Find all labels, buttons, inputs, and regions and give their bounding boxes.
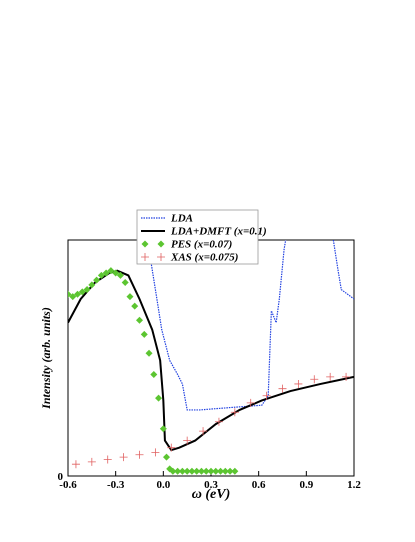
xas-point (103, 455, 112, 464)
pes-point (163, 453, 171, 461)
xas-point (342, 372, 351, 381)
y-axis-label: Intensity (arb. units) (39, 307, 53, 410)
pes-point (150, 371, 158, 379)
pes-point (68, 290, 72, 298)
xas-point (151, 448, 160, 457)
pes-point (193, 467, 201, 475)
pes-point (145, 349, 153, 357)
pes-point (221, 467, 229, 475)
x-tick-label: 0.3 (204, 479, 218, 491)
pes-point (202, 467, 210, 475)
x-tick-label: 0.0 (156, 479, 170, 491)
xas-point (246, 398, 255, 407)
pes-point (116, 271, 124, 279)
pes-point (178, 467, 186, 475)
legend-swatch (141, 253, 149, 261)
xas-point (87, 457, 96, 466)
pes-point (102, 269, 110, 277)
xas-point (214, 417, 223, 426)
pes-point (140, 330, 148, 338)
series-line (146, 240, 354, 411)
xas-point (262, 391, 271, 400)
xas-point (167, 443, 176, 452)
pes-point (83, 286, 91, 294)
x-tick-label: 0.9 (299, 479, 313, 491)
xas-point (183, 436, 192, 445)
pes-point (107, 267, 115, 275)
x-tick-label: -0.3 (107, 479, 125, 491)
plot-frame (67, 239, 355, 477)
pes-point (188, 467, 196, 475)
legend-label: LDA+DMFT (x=0.1) (170, 226, 267, 238)
pes-point (207, 467, 215, 475)
pes-point (136, 316, 143, 324)
pes-point (97, 271, 105, 279)
xas-point (135, 450, 144, 459)
y-tick-label: 0 (58, 471, 64, 483)
pes-point (112, 269, 120, 277)
plot-area (68, 240, 354, 475)
pes-point (155, 394, 163, 402)
pes-point (131, 302, 139, 310)
pes-point (78, 288, 86, 296)
x-tick-label: 0.6 (252, 479, 266, 491)
legend-label: XAS (x=0.075) (170, 252, 238, 264)
pes-point (159, 425, 167, 433)
xas-point (326, 372, 335, 381)
legend-label: PES (x=0.07) (171, 239, 232, 251)
x-axis-label: ω (eV) (192, 487, 231, 502)
legend-box (136, 209, 259, 265)
legend-swatch (157, 253, 165, 261)
legend-label: LDA (170, 213, 193, 225)
pes-point (69, 293, 77, 301)
legend-swatch (157, 240, 165, 248)
pes-point (174, 467, 182, 475)
pes-point (74, 290, 82, 298)
xas-point (310, 375, 319, 384)
xas-point (199, 427, 208, 436)
x-tick-label: 1.2 (347, 479, 361, 491)
series-line (68, 269, 354, 452)
pes-point (93, 276, 101, 284)
pes-point (126, 293, 134, 301)
pes-point (197, 467, 205, 475)
xas-point (119, 453, 128, 462)
xas-point (294, 379, 303, 388)
pes-point (88, 281, 96, 289)
pes-point (121, 278, 129, 286)
pes-point (226, 467, 234, 475)
pes-point (183, 467, 191, 475)
pes-point (217, 467, 225, 475)
pes-point (212, 467, 220, 475)
x-tick-label: -0.6 (59, 479, 77, 491)
pes-point (169, 467, 177, 475)
pes-point (231, 467, 239, 475)
xas-point (71, 460, 80, 469)
xas-point (278, 384, 287, 393)
xas-point (230, 408, 239, 417)
legend-swatch (141, 240, 149, 248)
